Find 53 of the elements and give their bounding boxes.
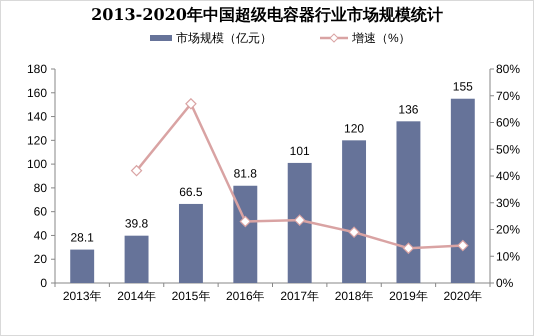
y-tick-label: 80 bbox=[34, 180, 48, 195]
y2-tick-label: 80% bbox=[496, 62, 520, 76]
bar bbox=[178, 204, 203, 283]
data-label: 28.1 bbox=[70, 230, 94, 245]
point bbox=[402, 242, 414, 254]
point bbox=[240, 216, 251, 228]
bar bbox=[288, 162, 312, 283]
y2-tick-label: 50% bbox=[496, 142, 520, 156]
bar bbox=[124, 236, 149, 283]
y-tick-label: 100 bbox=[26, 157, 48, 172]
bar bbox=[70, 250, 94, 283]
data-label: 66.5 bbox=[179, 184, 203, 199]
y2-tick-label: 60% bbox=[496, 116, 520, 130]
y2-tick-label: 20% bbox=[496, 222, 520, 236]
y-tick-label: 60 bbox=[34, 204, 48, 219]
point bbox=[457, 240, 468, 252]
y2-tick-label: 40% bbox=[496, 169, 520, 183]
x-tick-label: 2015年 bbox=[172, 289, 210, 303]
y2-tick-label: 0% bbox=[496, 276, 514, 290]
data-label: 120 bbox=[344, 121, 364, 136]
x-tick-label: 2013年 bbox=[62, 289, 102, 303]
y2-tick-label: 30% bbox=[496, 196, 520, 210]
y2-tick-label: 70% bbox=[496, 88, 520, 103]
legend-label: 市场规模（亿元） bbox=[176, 31, 272, 45]
x-tick-label: 2017年 bbox=[280, 289, 320, 303]
x-tick-label: 2020年 bbox=[443, 289, 482, 303]
bar bbox=[396, 121, 420, 283]
data-label: 39.8 bbox=[124, 216, 149, 231]
data-label: 81.8 bbox=[234, 166, 258, 181]
bar bbox=[233, 186, 258, 283]
bar bbox=[342, 140, 366, 283]
y-tick-label: 40 bbox=[34, 228, 48, 242]
data-label: 136 bbox=[398, 102, 419, 116]
data-label: 101 bbox=[290, 144, 310, 158]
bar bbox=[450, 98, 475, 283]
chart-title: 2013-2020年中国超级电容器行业市场规模统计 bbox=[91, 5, 443, 24]
x-tick-label: 2019年 bbox=[389, 289, 428, 303]
y-tick-label: 160 bbox=[26, 86, 48, 100]
y-tick-label: 120 bbox=[26, 133, 48, 148]
y2-tick-label: 10% bbox=[496, 249, 520, 264]
x-tick-label: 2016年 bbox=[226, 289, 265, 303]
x-tick-label: 2014年 bbox=[117, 289, 156, 303]
point bbox=[348, 226, 360, 238]
y-tick-label: 180 bbox=[26, 62, 48, 76]
data-label: 155 bbox=[452, 80, 474, 94]
y-tick-label: 0 bbox=[40, 276, 48, 290]
point bbox=[185, 98, 197, 110]
point bbox=[130, 165, 142, 176]
x-tick-label: 2018年 bbox=[334, 289, 374, 303]
y-tick-label: 20 bbox=[34, 252, 48, 266]
legend-label: 增速（%） bbox=[351, 31, 411, 45]
y-tick-label: 140 bbox=[26, 110, 48, 124]
point bbox=[294, 214, 306, 226]
